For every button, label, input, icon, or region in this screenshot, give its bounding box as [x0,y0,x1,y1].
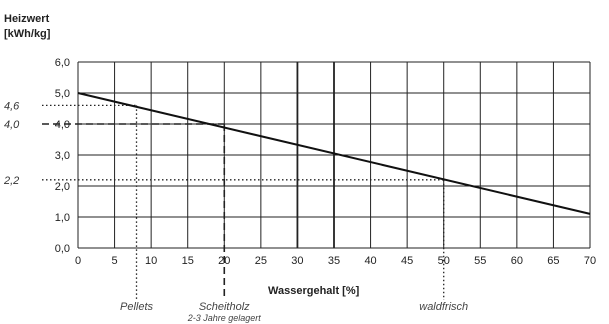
y-tick-label: 4,0 [55,119,70,131]
x-tick-label: 45 [401,255,413,267]
labels: Heizwert [kWh/kg] Wassergehalt [%] 0,0 1,… [3,13,596,323]
y-tick-label: 0,0 [55,243,70,255]
x-tick-label: 70 [584,255,596,267]
x-tick-label: 40 [364,255,376,267]
y-tick-label: 3,0 [55,150,70,162]
x-tick-label: 5 [112,255,118,267]
x-tick-label: 10 [145,255,157,267]
y-axis-label-line1: Heizwert [4,13,50,25]
x-tick-label: 0 [75,255,81,267]
x-axis-label: Wassergehalt [%] [268,285,360,297]
x-tick-label: 65 [547,255,559,267]
y-axis-label-line2: [kWh/kg] [4,28,51,40]
annotation-label: Pellets [120,301,154,313]
y-tick-label: 2,0 [55,181,70,193]
reference-value-label: 2,2 [3,175,19,187]
y-tick-label: 5,0 [55,88,70,100]
annotation-label: waldfrisch [419,301,468,313]
x-tick-label: 55 [474,255,486,267]
x-tick-label: 15 [182,255,194,267]
x-tick-label: 25 [255,255,267,267]
y-tick-label: 1,0 [55,212,70,224]
x-tick-label: 30 [291,255,303,267]
series [77,92,591,215]
reference-value-label: 4,6 [4,100,20,112]
grid [77,61,591,249]
reference-lines [42,104,445,300]
annotation-label: Scheitholz [199,301,250,313]
x-tick-label: 35 [328,255,340,267]
x-tick-label: 20 [218,255,230,267]
reference-value-label: 4,0 [4,119,20,131]
x-tick-label: 50 [438,255,450,267]
x-tick-label: 60 [511,255,523,267]
annotation-sublabel: 2-3 Jahre gelagert [187,313,262,323]
y-tick-label: 6,0 [55,57,70,69]
series-line [77,92,591,215]
